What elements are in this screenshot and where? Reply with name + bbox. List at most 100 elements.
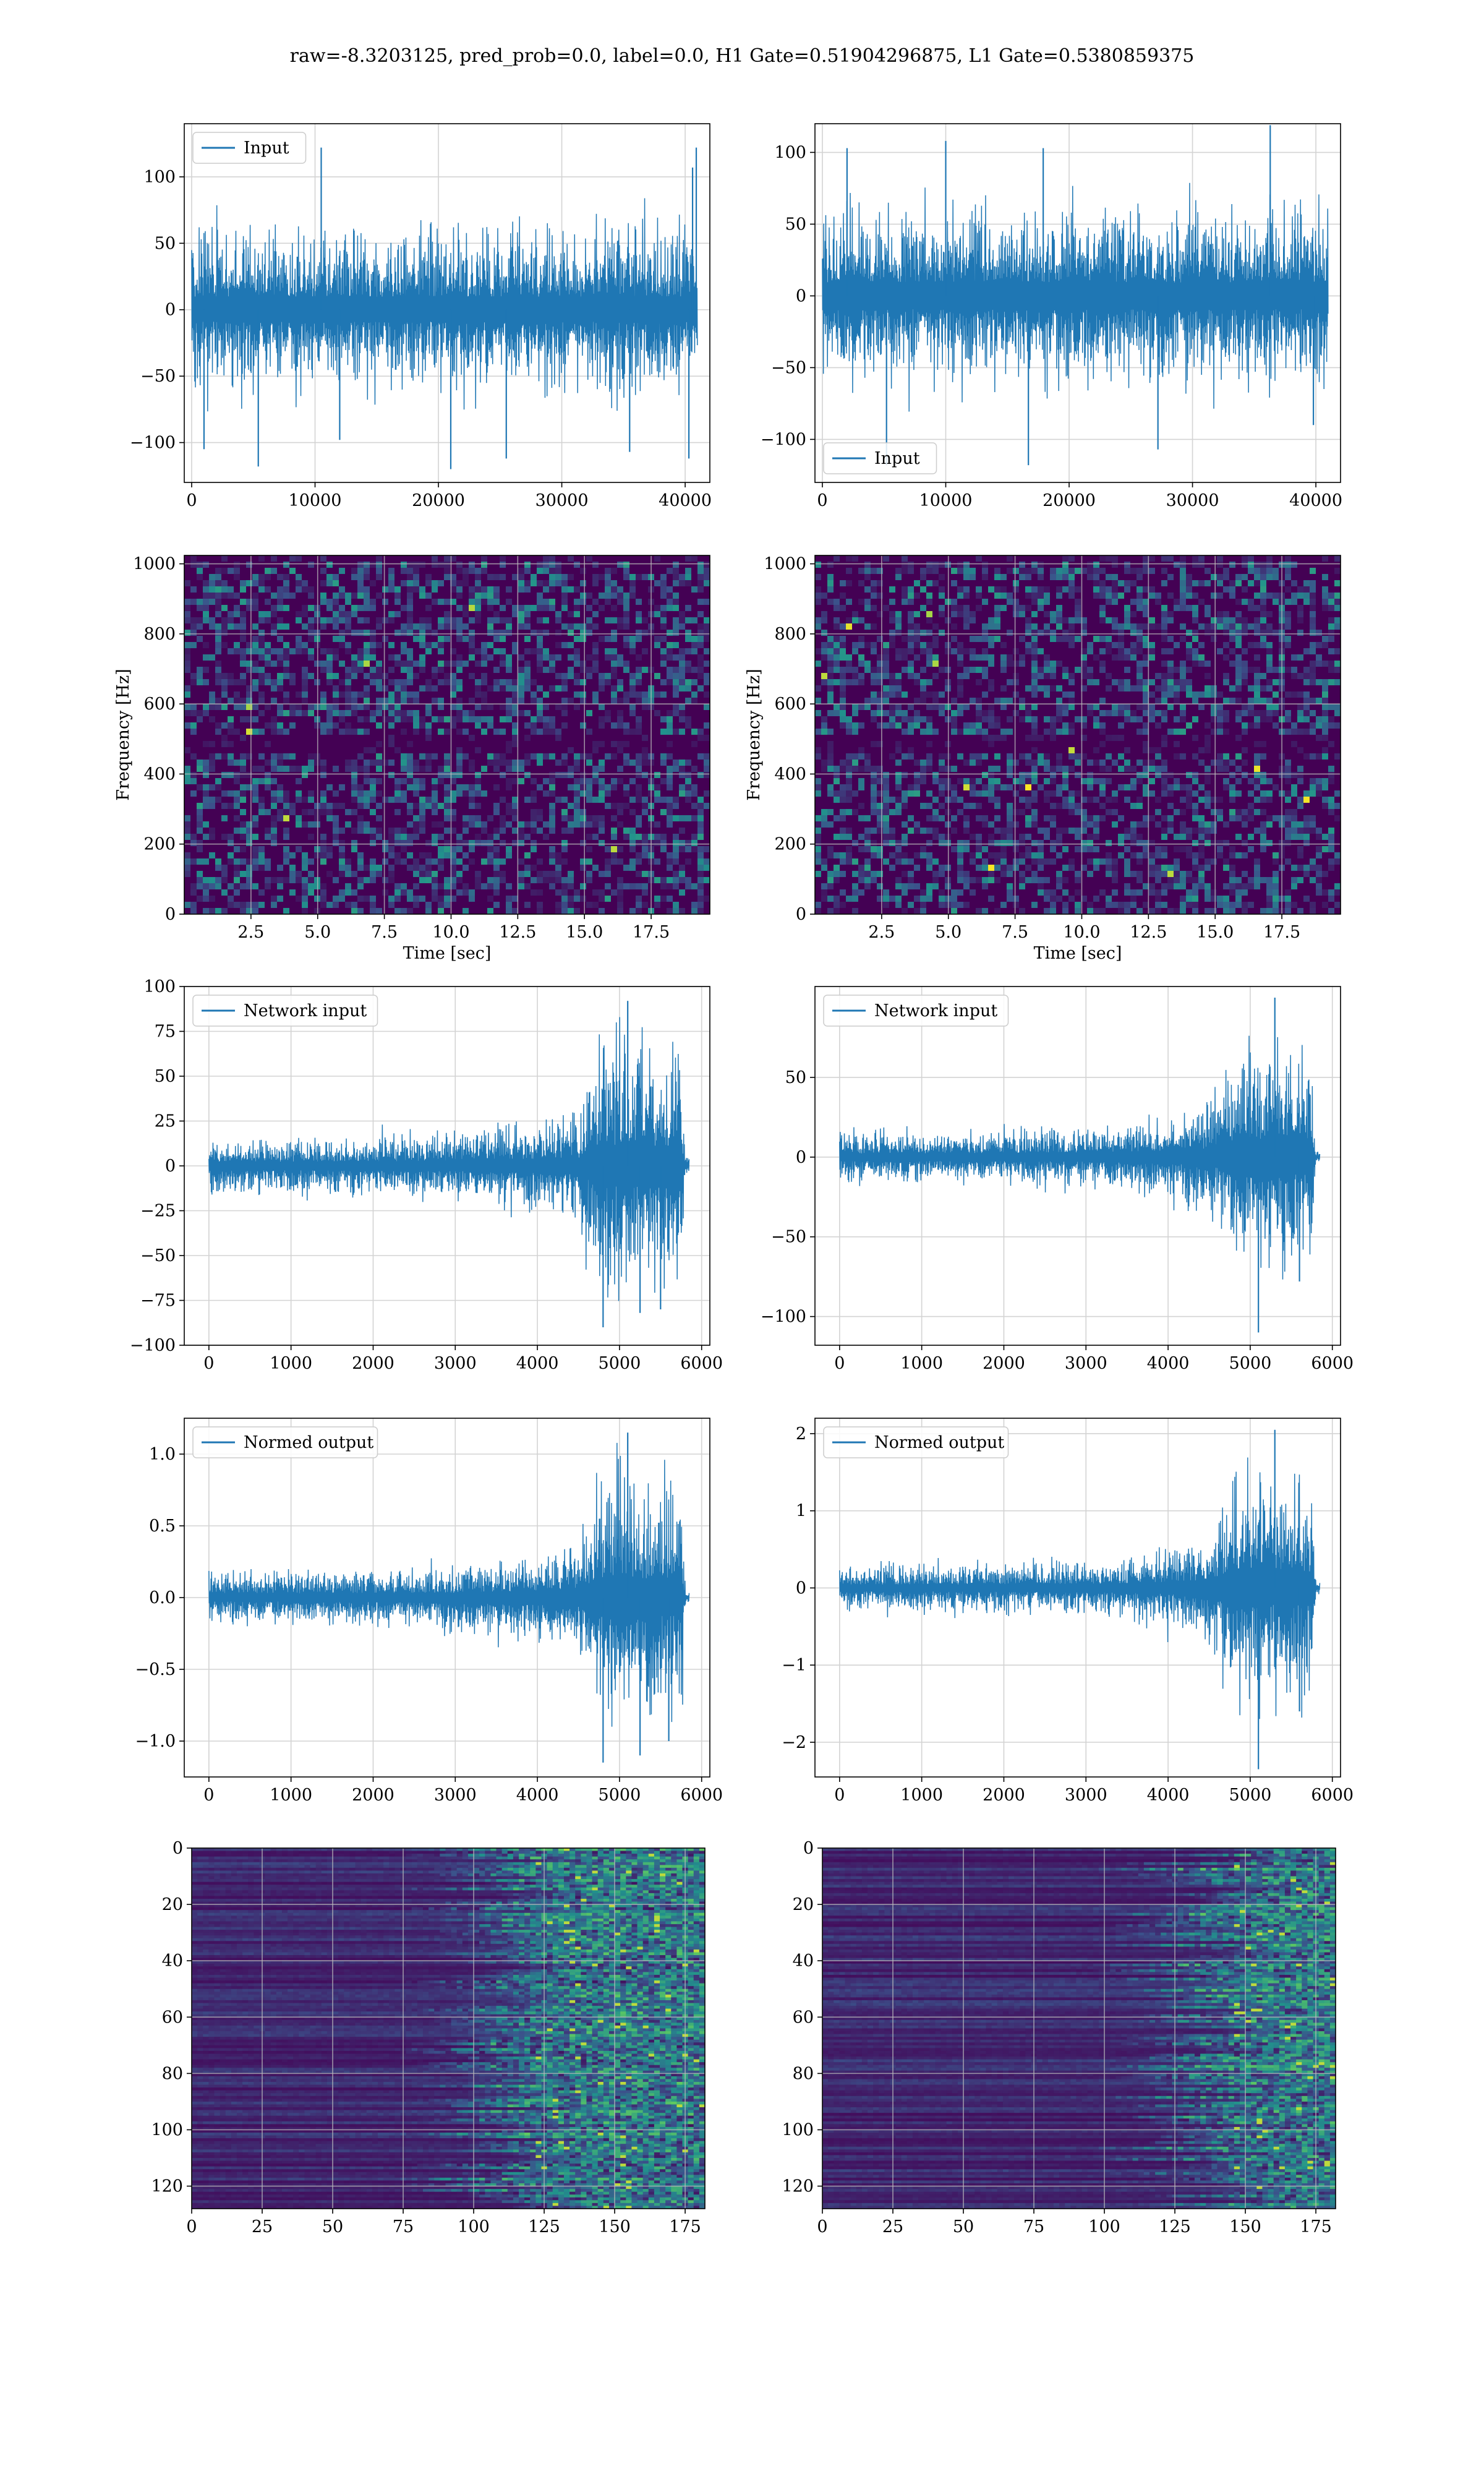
l1-spectrogram-cell xyxy=(1180,599,1186,605)
l1-spectrogram-cell xyxy=(1068,896,1075,902)
l1-spectrogram-cell xyxy=(1056,790,1062,797)
h1-spectrogram-cell xyxy=(419,593,425,599)
h1-spectrogram-cell xyxy=(326,574,333,580)
l1-spectrogram-cell xyxy=(951,790,957,797)
l1-spectrogram-cell xyxy=(1254,580,1260,586)
h1-spectrogram-cell xyxy=(654,710,660,716)
h1-spectrogram-cell xyxy=(543,562,549,568)
l1-spectrogram-cell xyxy=(1149,858,1155,865)
h1-spectrogram-cell xyxy=(234,691,240,698)
l1-spectrogram-cell xyxy=(939,840,945,846)
l1-spectrogram-cell xyxy=(1149,691,1155,698)
l1-spectrogram-cell xyxy=(1229,809,1235,815)
l1-spectrogram-cell xyxy=(815,710,821,716)
l1-spectrogram-cell xyxy=(902,803,908,809)
h1-spectrogram-cell xyxy=(561,753,568,760)
h1-spectrogram-cell xyxy=(320,617,326,623)
l1-spectrogram-cell xyxy=(1174,698,1180,704)
l1-spectrogram-cell xyxy=(926,828,932,834)
h1-spectrogram-cell xyxy=(469,568,475,574)
h1-spectrogram-cell xyxy=(252,580,258,586)
h1-spectrogram-cell xyxy=(697,821,704,828)
l1-spectrogram-cell xyxy=(1260,574,1266,580)
l1-spectrogram-cell xyxy=(864,828,871,834)
l1-spectrogram-cell xyxy=(1044,611,1050,617)
h1-spectrogram-cell xyxy=(382,846,388,852)
l1-spectrogram-cell xyxy=(1198,747,1205,753)
h1-spectrogram-cell xyxy=(258,902,265,908)
h1-spectrogram-cell xyxy=(339,896,345,902)
l1-spectrogram-cell xyxy=(1242,871,1248,877)
h1-spectrogram-cell xyxy=(469,790,475,797)
h1-spectrogram-cell xyxy=(351,611,357,617)
h1-spectrogram-cell xyxy=(376,790,382,797)
l1-spectrogram-cell xyxy=(1235,902,1242,908)
h1-spectrogram-cell xyxy=(252,605,258,611)
l1-spectrogram-cell xyxy=(1161,661,1167,667)
l1-input-ytick-label-0: −100 xyxy=(761,430,806,449)
l1-spectrogram-cell xyxy=(1112,865,1118,871)
h1-spectrogram-cell xyxy=(221,630,228,636)
h1-spectrogram-cell xyxy=(345,883,351,889)
l1-spectrogram-cell xyxy=(1130,685,1136,691)
h1-spectrogram-cell xyxy=(685,617,691,623)
l1-spectrogram-cell xyxy=(926,593,932,599)
l1-spectrogram-cell xyxy=(994,766,1000,772)
h1-spectrogram-cell xyxy=(673,654,679,661)
l1-spectrogram-cell xyxy=(1106,574,1112,580)
h1-spectrogram-cell xyxy=(271,722,277,729)
l1-spectrogram-cell xyxy=(1186,846,1192,852)
l1-spectrogram-cell xyxy=(1093,586,1099,593)
l1-spectrogram-cell xyxy=(1273,722,1279,729)
h1-spectrogram-cell xyxy=(438,883,444,889)
l1-spectrogram-cell xyxy=(1217,574,1223,580)
l1-spectrogram-cell xyxy=(1093,716,1099,722)
l1-spectrogram-cell xyxy=(1273,704,1279,710)
l1-spectrogram-cell xyxy=(932,778,939,784)
l1-spectrogram-cell xyxy=(926,840,932,846)
l1-spectrogram-cell xyxy=(926,568,932,574)
l1-spectrogram-cell xyxy=(1093,760,1099,766)
h1-spectrogram-cell xyxy=(370,747,376,753)
l1-spectrogram-cell xyxy=(827,562,834,568)
l1-spectrogram-cell xyxy=(1136,648,1143,654)
h1-spectrogram-cell xyxy=(506,766,512,772)
l1-spectrogram-cell xyxy=(939,871,945,877)
h1-spectrogram-cell xyxy=(660,679,667,685)
h1-spectrogram-cell xyxy=(673,605,679,611)
h1-spectrogram-cell xyxy=(518,654,524,661)
h1-spectrogram-cell xyxy=(555,642,561,648)
h1-spectrogram-cell xyxy=(252,636,258,642)
h1-spectrogram-cell xyxy=(673,623,679,630)
l1-spectrogram-cell xyxy=(1242,679,1248,685)
h1-spectrogram-cell xyxy=(364,790,370,797)
h1-spectrogram-cell xyxy=(401,623,407,630)
h1-spectrogram-cell xyxy=(512,766,518,772)
l1-spectrogram-cell xyxy=(1217,704,1223,710)
h1-spectrogram-cell xyxy=(611,654,617,661)
h1-spectrogram-cell xyxy=(388,735,394,741)
l1-spectrogram-cell xyxy=(1007,883,1013,889)
h1-spectrogram-cell xyxy=(561,623,568,630)
l1-spectrogram-cell xyxy=(1217,815,1223,821)
h1-spectrogram-cell xyxy=(524,772,531,778)
h1-spectrogram-cell xyxy=(221,642,228,648)
l1-spectrogram-cell xyxy=(871,840,877,846)
h1-spectrogram-cell xyxy=(561,896,568,902)
l1-spectrogram-cell xyxy=(1303,599,1310,605)
h1-spectrogram-cell xyxy=(277,661,283,667)
h1-spectrogram-cell xyxy=(308,562,314,568)
l1-spectrogram-cell xyxy=(1242,586,1248,593)
h1-spectrogram-cell xyxy=(401,667,407,673)
h1-spectrogram-cell xyxy=(611,778,617,784)
h1-spectrogram-cell xyxy=(623,753,629,760)
h1-network-input-ytick-label-1: −75 xyxy=(140,1291,176,1311)
l1-spectrogram-cell xyxy=(1167,803,1174,809)
l1-spectrogram-cell xyxy=(827,790,834,797)
l1-spectrogram-cell xyxy=(1106,599,1112,605)
l1-spectrogram-cell xyxy=(1136,852,1143,858)
l1-spectrogram-cell xyxy=(1266,790,1273,797)
l1-spectrogram-cell xyxy=(1211,630,1217,636)
h1-spectrogram-cell xyxy=(463,661,469,667)
l1-spectrogram-cell xyxy=(957,593,963,599)
